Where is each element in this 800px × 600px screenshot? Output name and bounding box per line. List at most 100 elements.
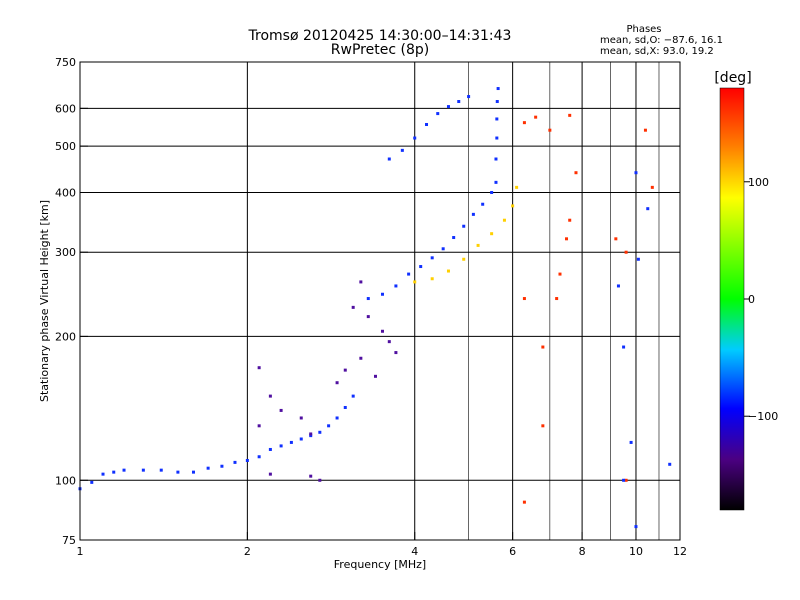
data-point bbox=[650, 185, 654, 189]
data-point bbox=[141, 468, 145, 472]
data-point bbox=[446, 105, 450, 109]
data-point bbox=[176, 470, 180, 474]
data-point bbox=[622, 345, 626, 349]
data-point bbox=[318, 430, 322, 434]
y-tick-label: 75 bbox=[62, 534, 76, 547]
data-point bbox=[327, 424, 331, 428]
data-point bbox=[558, 272, 562, 276]
data-point bbox=[425, 123, 429, 127]
data-point bbox=[359, 356, 363, 360]
stats-o-mode: mean, sd,O: −87.6, 16.1 bbox=[600, 35, 723, 46]
x-tick-label: 10 bbox=[629, 545, 643, 558]
data-point bbox=[462, 224, 466, 228]
y-tick-label: 500 bbox=[55, 140, 76, 153]
data-point bbox=[494, 180, 498, 184]
data-point bbox=[541, 345, 545, 349]
x-axis-label: Frequency [MHz] bbox=[334, 558, 426, 571]
data-point bbox=[419, 265, 423, 269]
data-point bbox=[387, 340, 391, 344]
data-point bbox=[515, 185, 519, 189]
data-point bbox=[299, 416, 303, 420]
data-point bbox=[476, 243, 480, 247]
data-point bbox=[495, 100, 499, 104]
x-tick-label: 12 bbox=[673, 545, 687, 558]
data-point bbox=[624, 478, 628, 482]
data-point bbox=[257, 424, 261, 428]
data-point bbox=[343, 368, 347, 372]
data-points bbox=[78, 87, 672, 529]
y-tick-label: 400 bbox=[55, 186, 76, 199]
y-tick-label: 200 bbox=[55, 330, 76, 343]
colorbar-tick-label: 0 bbox=[748, 293, 755, 306]
data-point bbox=[112, 470, 116, 474]
data-point bbox=[257, 455, 261, 459]
data-point bbox=[380, 329, 384, 333]
data-point bbox=[268, 394, 272, 398]
x-tick-label: 4 bbox=[411, 545, 418, 558]
data-point bbox=[430, 277, 434, 281]
data-point bbox=[373, 374, 377, 378]
data-point bbox=[101, 472, 105, 476]
data-point bbox=[634, 171, 638, 175]
y-tick-label: 300 bbox=[55, 246, 76, 259]
colorbar bbox=[719, 87, 745, 511]
y-axis-label: Stationary phase Virtual Height [km] bbox=[38, 200, 51, 402]
data-point bbox=[629, 440, 633, 444]
data-point bbox=[646, 207, 650, 211]
colorbar-ticks: 100 0 −100 bbox=[744, 176, 778, 423]
chart-subtitle: RwPretec (8p) bbox=[331, 42, 429, 58]
data-point bbox=[351, 394, 355, 398]
colorbar-label: [deg] bbox=[714, 70, 751, 86]
data-point bbox=[614, 237, 618, 241]
data-point bbox=[90, 480, 94, 484]
data-point bbox=[407, 272, 411, 276]
x-tick-label: 1 bbox=[77, 545, 84, 558]
data-point bbox=[522, 297, 526, 301]
data-point bbox=[502, 218, 506, 222]
data-point bbox=[380, 292, 384, 296]
data-point bbox=[159, 468, 163, 472]
data-point bbox=[206, 466, 210, 470]
x-tick-label: 8 bbox=[579, 545, 586, 558]
data-point bbox=[511, 204, 515, 208]
data-point bbox=[268, 447, 272, 451]
data-point bbox=[366, 315, 370, 319]
data-point bbox=[668, 462, 672, 466]
data-point bbox=[318, 478, 322, 482]
data-point bbox=[471, 212, 475, 216]
data-point bbox=[351, 305, 355, 309]
data-point bbox=[446, 269, 450, 273]
y-tick-label: 750 bbox=[55, 56, 76, 69]
data-point bbox=[457, 100, 461, 104]
data-point bbox=[541, 424, 545, 428]
data-point bbox=[490, 190, 494, 194]
data-point bbox=[257, 366, 261, 370]
x-tick-label: 6 bbox=[509, 545, 516, 558]
data-point bbox=[622, 478, 626, 482]
data-point bbox=[400, 148, 404, 152]
colorbar-tick-label: −100 bbox=[748, 410, 778, 423]
data-point bbox=[522, 121, 526, 125]
data-point bbox=[616, 284, 620, 288]
data-point bbox=[335, 381, 339, 385]
data-point bbox=[441, 247, 445, 251]
data-point bbox=[394, 351, 398, 355]
grid-lines bbox=[80, 62, 680, 540]
colorbar-tick-label: 100 bbox=[748, 176, 769, 189]
data-point bbox=[220, 464, 224, 468]
stats-heading: Phases bbox=[626, 24, 661, 35]
data-point bbox=[495, 117, 499, 121]
data-point bbox=[430, 256, 434, 260]
data-point bbox=[343, 405, 347, 409]
data-point bbox=[268, 472, 272, 476]
data-point bbox=[359, 280, 363, 284]
data-point bbox=[413, 280, 417, 284]
data-point bbox=[548, 128, 552, 132]
data-point bbox=[481, 202, 485, 206]
data-point bbox=[636, 257, 640, 261]
data-point bbox=[490, 232, 494, 236]
data-point bbox=[233, 460, 237, 464]
data-point bbox=[335, 416, 339, 420]
data-point bbox=[122, 468, 126, 472]
